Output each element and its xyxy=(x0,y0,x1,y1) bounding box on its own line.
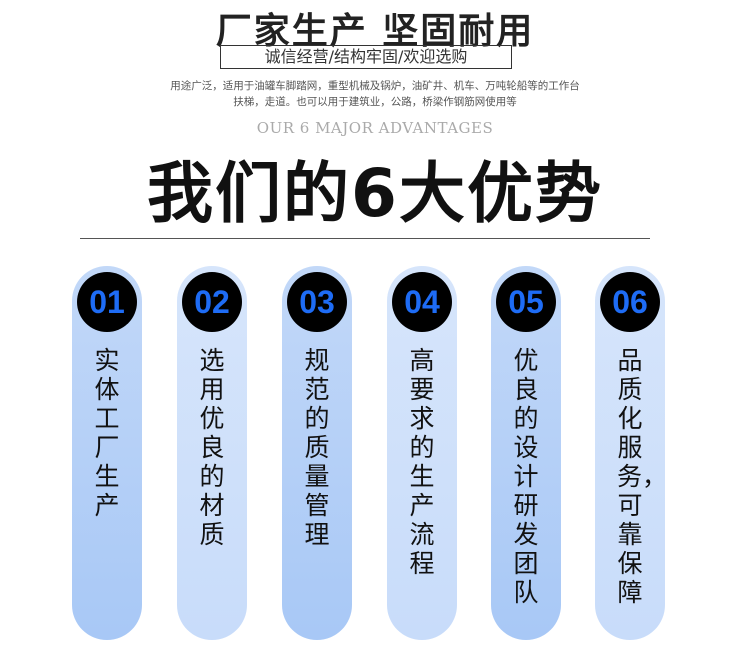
advantage-text: 高要求的生产流程 xyxy=(409,346,435,578)
advantage-text: 优良的设计研发团队 xyxy=(513,346,539,607)
tagline-box: 诚信经营/结构牢固/欢迎选购 xyxy=(220,45,512,69)
advantage-text: 选用优良的材质 xyxy=(199,346,225,549)
number-badge: 06 xyxy=(600,272,660,332)
number-badge: 02 xyxy=(182,272,242,332)
description: 用途广泛，适用于油罐车脚踏网，重型机械及锅炉，油矿井、机车、万吨轮船等的工作台 … xyxy=(120,78,630,110)
advantage-card: 04 高要求的生产流程 xyxy=(387,266,457,640)
advantage-card: 02 选用优良的材质 xyxy=(177,266,247,640)
advantage-text: 品质化服务，可靠保障 xyxy=(617,346,668,607)
divider xyxy=(80,238,650,239)
advantage-card: 06 品质化服务，可靠保障 xyxy=(595,266,668,640)
number-badge: 04 xyxy=(392,272,452,332)
description-line: 用途广泛，适用于油罐车脚踏网，重型机械及锅炉，油矿井、机车、万吨轮船等的工作台 xyxy=(170,80,580,92)
advantage-text: 实体工厂生产 xyxy=(94,346,120,520)
description-line: 扶梯，走道。也可以用于建筑业，公路，桥梁作钢筋网使用等 xyxy=(233,96,517,108)
page-title: 我们的6大优势 xyxy=(147,155,603,232)
advantage-card: 03 规范的质量管理 xyxy=(282,266,352,640)
number-badge: 03 xyxy=(287,272,347,332)
number-badge: 01 xyxy=(77,272,137,332)
advantage-card: 01 实体工厂生产 xyxy=(72,266,142,640)
advantage-text: 规范的质量管理 xyxy=(304,346,330,549)
english-title: OUR 6 MAJOR ADVANTAGES xyxy=(256,119,494,137)
number-badge: 05 xyxy=(496,272,556,332)
advantage-card: 05 优良的设计研发团队 xyxy=(491,266,561,640)
